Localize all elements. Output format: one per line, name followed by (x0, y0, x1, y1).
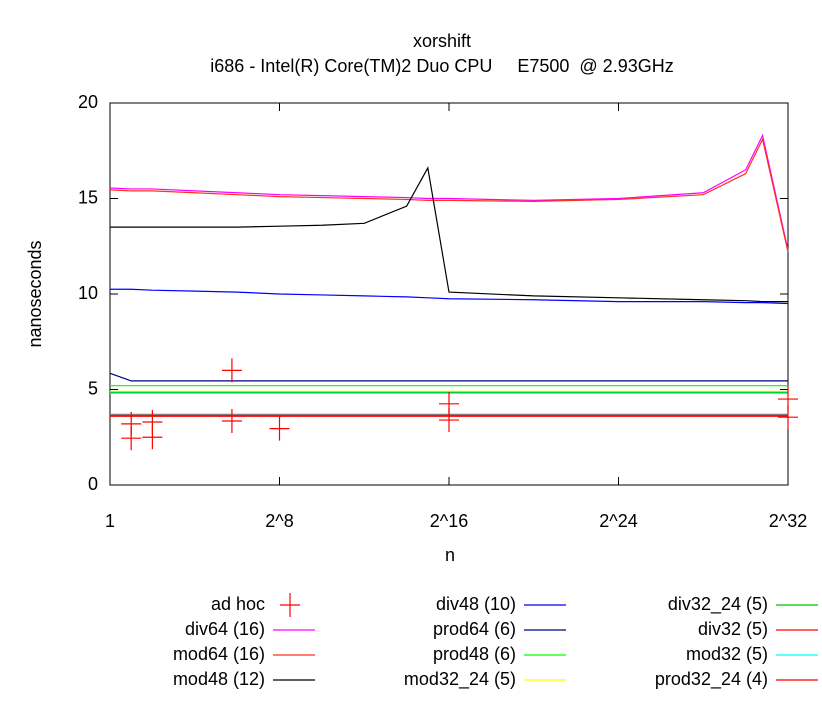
data-point (221, 358, 242, 383)
y-tick-label: 10 (78, 283, 98, 303)
y-tick-label: 15 (78, 187, 98, 207)
series-line (109, 372, 788, 382)
data-point (778, 405, 798, 430)
x-axis-label: n (445, 545, 455, 565)
legend-label: mod48 (12) (173, 669, 265, 689)
data-point (269, 416, 290, 441)
y-tick-label: 20 (78, 92, 98, 112)
data-point (439, 408, 459, 433)
x-tick-label: 1 (105, 511, 115, 531)
series-line (109, 137, 789, 253)
legend-label: div32 (5) (698, 619, 768, 639)
legend-label: ad hoc (211, 594, 265, 614)
series-line (110, 288, 789, 305)
legend-label: mod64 (16) (173, 644, 265, 664)
y-tick-label: 5 (88, 378, 98, 398)
legend-label: mod32_24 (5) (404, 669, 516, 690)
data-point (121, 411, 142, 436)
legend-label: div48 (10) (436, 594, 516, 614)
legend-label: mod32 (5) (686, 644, 768, 664)
legend-label: div64 (16) (185, 619, 265, 639)
x-tick-label: 2^24 (599, 511, 637, 531)
legend-symbol (280, 593, 300, 617)
y-axis-label: nanoseconds (25, 240, 45, 347)
x-tick-label: 2^16 (430, 511, 468, 531)
x-tick-label: 2^8 (265, 511, 293, 531)
legend-label: prod48 (6) (433, 644, 516, 664)
legend-label: prod64 (6) (433, 619, 516, 639)
series-line (110, 166, 788, 303)
data-point (221, 409, 242, 434)
legend-label: prod32_24 (4) (655, 669, 768, 690)
chart-subtitle: i686 - Intel(R) Core(TM)2 Duo CPU E7500 … (210, 56, 673, 76)
legend-label: div32_24 (5) (668, 594, 768, 615)
y-tick-label: 0 (88, 474, 98, 494)
chart-title: xorshift (413, 31, 471, 51)
data-point (142, 409, 163, 434)
series-line (109, 133, 789, 251)
x-tick-label: 2^32 (769, 511, 807, 531)
